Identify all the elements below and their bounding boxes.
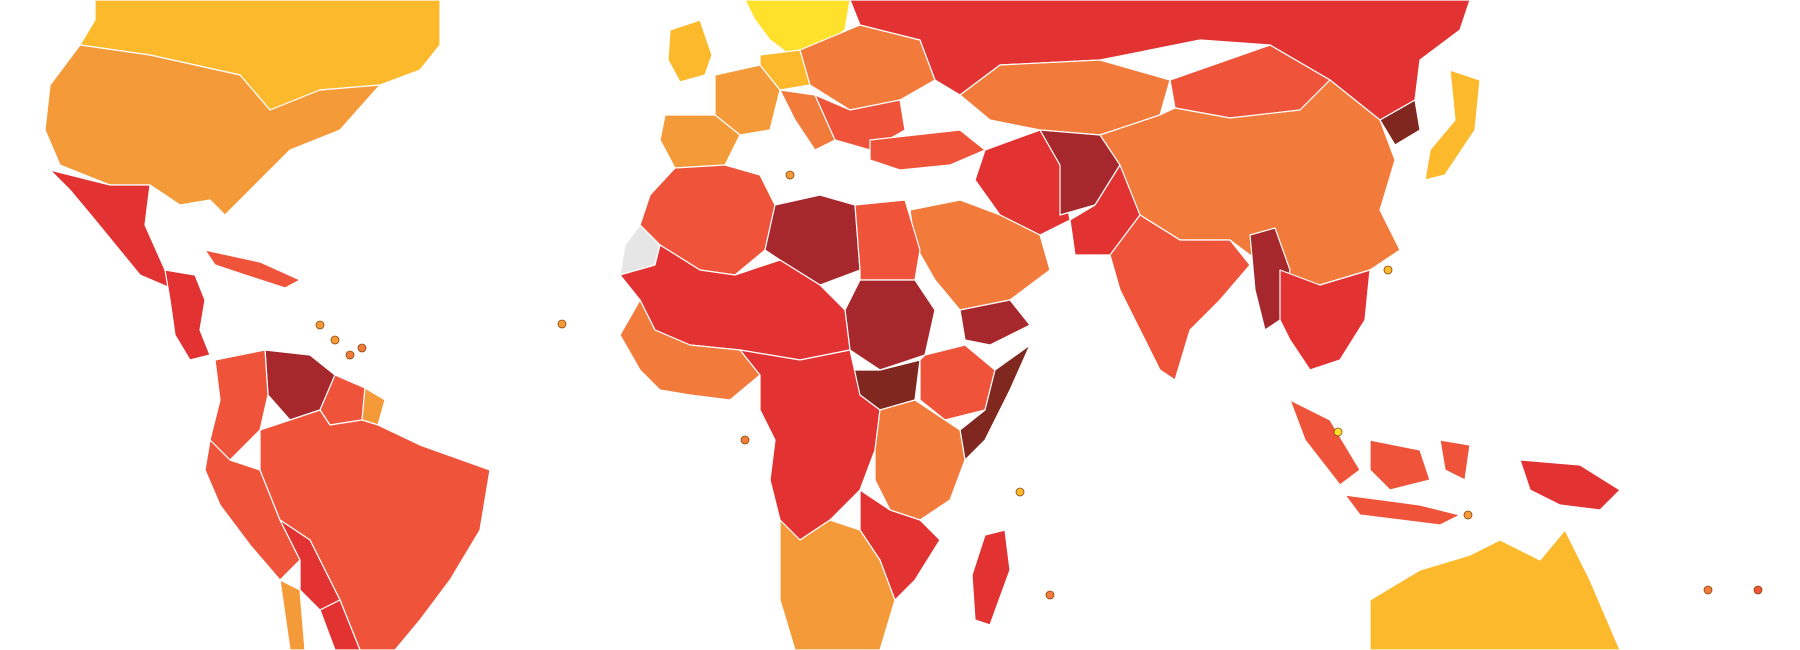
marker-dot[interactable] [740, 435, 750, 445]
country-usa[interactable] [44, 44, 381, 216]
country-india[interactable] [1109, 214, 1251, 381]
country-somalia[interactable] [959, 344, 1031, 461]
country-uk-ireland[interactable] [667, 19, 713, 83]
country-balkans[interactable] [814, 94, 906, 151]
country-peru[interactable] [204, 439, 301, 581]
marker-dot[interactable] [785, 170, 795, 180]
country-papua-new-guinea[interactable] [1519, 459, 1621, 511]
marker-dot[interactable] [357, 343, 367, 353]
country-libya[interactable] [764, 194, 861, 286]
marker-dot[interactable] [557, 319, 567, 329]
country-cuba-caribbean[interactable] [204, 249, 301, 289]
country-turkey[interactable] [869, 129, 986, 171]
country-yemen[interactable] [959, 299, 1031, 346]
country-korea-north[interactable] [1379, 99, 1421, 146]
country-west-africa[interactable] [619, 299, 761, 401]
marker-dot[interactable] [1383, 265, 1393, 275]
country-australia[interactable] [1369, 529, 1621, 650]
marker-dot[interactable] [1753, 585, 1763, 595]
country-southeast-asia[interactable] [1279, 269, 1371, 371]
country-japan[interactable] [1424, 69, 1481, 181]
country-paraguay[interactable] [319, 599, 361, 650]
marker-dot[interactable] [1703, 585, 1713, 595]
country-italy[interactable] [779, 89, 836, 151]
marker-dot[interactable] [330, 335, 340, 345]
country-east-africa[interactable] [874, 399, 966, 521]
country-chile[interactable] [279, 579, 306, 650]
marker-dot[interactable] [315, 320, 325, 330]
marker-dot[interactable] [1333, 427, 1343, 437]
country-germany[interactable] [759, 49, 811, 91]
country-mozambique[interactable] [859, 489, 941, 601]
marker-dot[interactable] [1463, 510, 1473, 520]
marker-dot[interactable] [1045, 590, 1055, 600]
country-colombia[interactable] [209, 349, 269, 461]
marker-dot[interactable] [1015, 487, 1025, 497]
marker-dot[interactable] [345, 350, 355, 360]
country-saudi-arabia[interactable] [909, 199, 1051, 311]
country-central-america[interactable] [164, 269, 211, 361]
country-russia[interactable] [849, 0, 1471, 121]
small-state-markers [315, 170, 1763, 600]
country-ethiopia[interactable] [919, 344, 996, 421]
country-madagascar[interactable] [971, 529, 1011, 626]
